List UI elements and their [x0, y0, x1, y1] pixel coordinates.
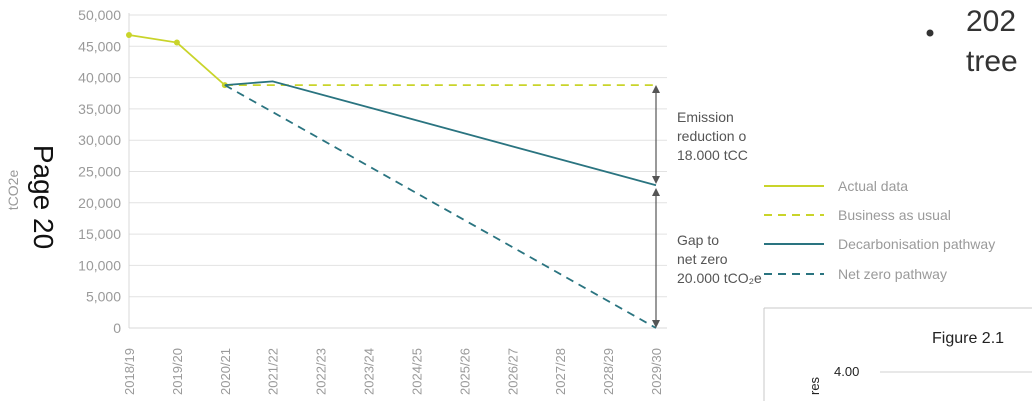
x-tick-label: 2021/22	[266, 348, 281, 395]
x-tick-label: 2027/28	[553, 348, 568, 395]
data-point	[126, 32, 132, 39]
x-tick-label: 2025/26	[457, 348, 472, 395]
reduction-arrow	[652, 85, 660, 184]
page-label: Page 20	[28, 145, 59, 249]
y-axis-ticks: 50,000 45,000 40,000 35,000 30,000 25,000 20,0…	[78, 7, 121, 336]
y-tick-label: 0	[113, 320, 121, 336]
gridlines	[129, 14, 667, 298]
x-tick-label: 2018/19	[122, 348, 137, 395]
y-tick-label: 35,000	[78, 101, 121, 117]
y-tick-label: 25,000	[78, 164, 121, 180]
series-lines	[126, 32, 657, 329]
gap-annotation-line3: 20.000 tCO₂e	[677, 270, 762, 286]
figure-2-1-fragment: Figure 2.1 4.00 res	[763, 307, 1032, 401]
legend-label-netzero: Net zero pathway	[838, 266, 947, 282]
legend-label-decarb: Decarbonisation pathway	[838, 236, 995, 252]
x-tick-label: 2020/21	[218, 348, 233, 395]
y-axis-title: tCO2e	[5, 170, 21, 211]
y-tick-label: 15,000	[78, 226, 121, 242]
y-tick-label: 45,000	[78, 38, 121, 54]
legend: Actual data Business as usual Decarbonis…	[764, 178, 995, 282]
x-tick-label: 2019/20	[170, 348, 185, 395]
x-tick-label: 2029/30	[649, 348, 664, 395]
reduction-annotation-line1: Emission	[677, 109, 734, 125]
x-tick-label: 2028/29	[601, 348, 616, 395]
slide-text-line2: tree	[966, 45, 1018, 78]
y-tick-label: 40,000	[78, 70, 121, 86]
legend-label-actual: Actual data	[838, 178, 908, 194]
legend-label-bau: Business as usual	[838, 207, 951, 223]
figure-caption: Figure 2.1	[932, 330, 1004, 347]
y-tick-label: 30,000	[78, 132, 121, 148]
y-tick-label: 5,000	[86, 289, 121, 305]
figure-tick-label: 4.00	[834, 364, 859, 379]
x-tick-label: 2026/27	[505, 348, 520, 395]
slide-text-line1: 202	[966, 5, 1016, 38]
gap-arrow	[652, 188, 660, 328]
data-point	[173, 39, 180, 46]
x-axis-ticks: 2018/19 2019/20 2020/21 2021/22 2022/23 2023/…	[122, 348, 664, 395]
x-tick-label: 2023/24	[362, 348, 377, 395]
y-tick-label: 10,000	[78, 257, 121, 273]
x-tick-label: 2022/23	[314, 348, 329, 395]
gap-annotation-line2: net zero	[677, 251, 728, 267]
gap-annotation-line1: Gap to	[677, 232, 719, 248]
y-tick-label: 20,000	[78, 195, 121, 211]
series-line-decarbonisation-pathway	[224, 80, 657, 187]
bullet-dot	[926, 29, 934, 37]
y-tick-label: 50,000	[78, 7, 121, 23]
reduction-annotation-line3: 18.000 tCC	[677, 147, 748, 163]
figure-axis-fragment: res	[807, 376, 822, 395]
reduction-annotation-line2: reduction o	[677, 128, 746, 144]
x-tick-label: 2024/25	[409, 348, 424, 395]
series-line-net-zero-pathway	[224, 84, 657, 329]
